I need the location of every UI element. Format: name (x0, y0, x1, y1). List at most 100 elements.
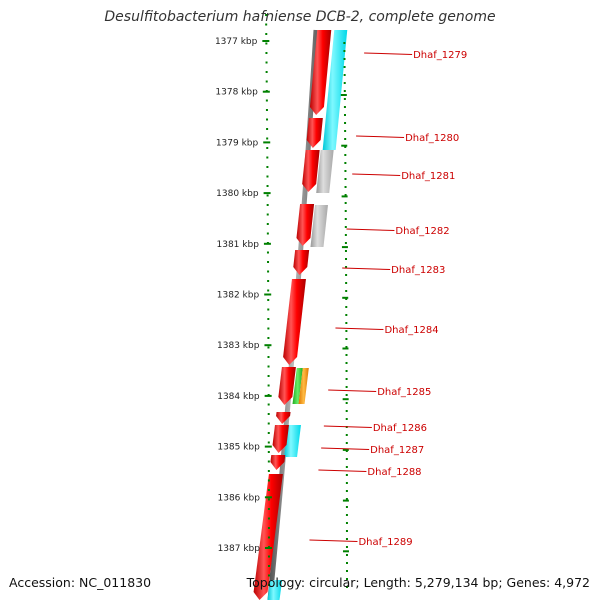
scale-dot (267, 451, 270, 453)
scale-dot (345, 338, 348, 340)
kbp-label: 1378 kbp (215, 88, 258, 98)
scale-dot (266, 175, 269, 178)
gene-label[interactable]: Dhaf_1284 (384, 325, 438, 336)
scale-dot (345, 394, 348, 396)
gene-label[interactable]: Dhaf_1287 (370, 445, 424, 456)
kbp-label: 1382 kbp (217, 291, 260, 301)
cds-arrow (309, 30, 332, 115)
scale-dot (345, 586, 348, 588)
scale-dot (265, 42, 268, 45)
scale-dot (267, 584, 270, 586)
scale-dot (345, 306, 348, 308)
gene-label[interactable]: Dhaf_1279 (413, 50, 467, 61)
scale-tick (340, 94, 347, 96)
scale-dot (345, 506, 348, 508)
scale-dot (266, 204, 269, 206)
major-tick (262, 90, 270, 93)
scale-dot (345, 362, 348, 364)
scale-dot (345, 314, 348, 316)
scale-dot (267, 432, 270, 434)
scale-dot (267, 308, 270, 311)
kbp-label: 1385 kbp (217, 443, 260, 453)
gene-leader-line (364, 52, 413, 55)
scale-dot (343, 82, 346, 84)
scale-dot (345, 418, 348, 420)
scale-dot (267, 413, 270, 415)
gene-leader-line (318, 469, 367, 472)
scale-dot (267, 384, 270, 387)
scale-dot (345, 386, 348, 388)
scale-dot (345, 346, 348, 348)
scale-dot (265, 14, 268, 16)
scale-dot (344, 154, 347, 156)
scale-dot (345, 570, 348, 572)
scale-dot (343, 114, 346, 116)
gene-label[interactable]: Dhaf_1288 (367, 467, 421, 478)
scale-dot (267, 460, 270, 463)
scale-dot (345, 322, 348, 324)
scale-dot (345, 490, 348, 492)
scale-dot (344, 130, 347, 132)
cds-arrow (293, 250, 310, 275)
scale-dot (345, 402, 348, 404)
scale-tick (342, 398, 349, 401)
scale-dot (345, 498, 348, 500)
scale-dot (267, 261, 270, 263)
scale-dot (345, 290, 348, 292)
gene-leader-line (352, 173, 401, 176)
gene-leader-line (309, 539, 358, 542)
scale-dot (266, 156, 269, 159)
scale-dot (345, 266, 348, 268)
scale-dot (266, 251, 269, 254)
gene-labels: Dhaf_1279 Dhaf_1280 Dhaf_1281 Dhaf_1282 Dhaf… (309, 50, 467, 548)
gene-label[interactable]: Dhaf_1283 (391, 265, 445, 276)
scale-dot (345, 546, 348, 548)
scale-dot (267, 441, 270, 444)
gene-leader-line (335, 327, 384, 330)
scale-dot (343, 50, 346, 52)
scale-dot (345, 578, 348, 580)
scale-dot (266, 137, 269, 140)
gene-label[interactable]: Dhaf_1280 (405, 133, 459, 144)
gene-leader-line (342, 267, 391, 270)
scale-dot (267, 536, 270, 539)
scale-dot (345, 274, 348, 276)
gray-feature (310, 205, 328, 247)
scale-dot (267, 365, 270, 368)
gene-label[interactable]: Dhaf_1281 (401, 171, 455, 182)
scale-tick (342, 550, 349, 553)
scale-dot (267, 574, 270, 577)
scale-dot (266, 223, 269, 225)
scale-dot (345, 466, 348, 468)
scale-dot (343, 42, 346, 44)
scale-dot (267, 508, 270, 510)
scale-dot (267, 422, 270, 425)
scale-dot (345, 330, 348, 332)
major-tick (264, 394, 272, 397)
kbp-label: 1380 kbp (216, 189, 259, 199)
cds-arrow (276, 412, 291, 424)
gene-label[interactable]: Dhaf_1289 (358, 537, 412, 548)
scale-dot (343, 66, 346, 68)
scale-dot (344, 186, 347, 188)
gene-leader-line (356, 135, 405, 138)
kbp-label: 1377 kbp (215, 37, 258, 47)
scale-dot (345, 530, 348, 532)
scale-dot (345, 482, 348, 484)
scale-dot (343, 74, 346, 76)
scale-dot (265, 33, 268, 35)
gene-label[interactable]: Dhaf_1285 (377, 387, 431, 398)
gene-label[interactable]: Dhaf_1286 (373, 423, 427, 434)
scale-dot (266, 232, 269, 235)
scale-dot (267, 517, 270, 520)
scale-dot (267, 280, 270, 282)
scale-tick (341, 246, 348, 249)
cds-arrow (302, 150, 320, 192)
scale-dot (345, 434, 348, 436)
scale-dot (345, 450, 348, 452)
scale-dot (345, 378, 348, 380)
gene-label[interactable]: Dhaf_1282 (395, 226, 449, 237)
scale-dot (345, 522, 348, 524)
scale-tick (342, 347, 349, 350)
scale-tick (341, 144, 348, 147)
